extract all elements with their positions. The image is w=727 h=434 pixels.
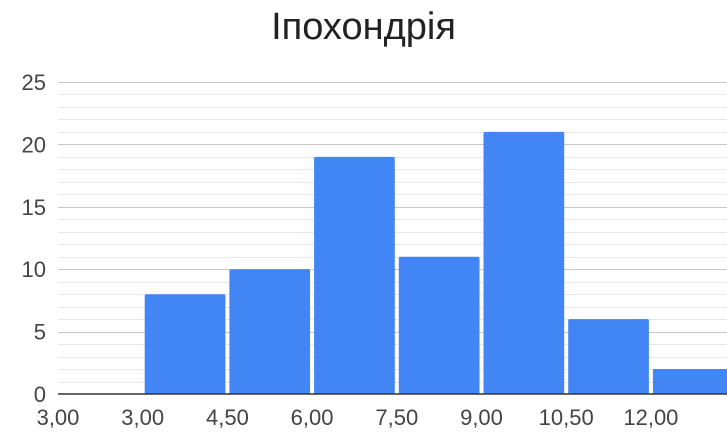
bar [483, 131, 565, 394]
x-tick-label: 3,00 [121, 405, 164, 430]
y-tick-label: 10 [22, 257, 46, 282]
chart-title: Іпохондрія [271, 6, 456, 48]
x-axis-labels: 3,00 3,00 4,50 6,00 7,50 9,00 10,50 12,00 [37, 405, 679, 430]
y-axis-labels: 0 5 10 15 20 25 [22, 70, 46, 407]
y-tick-label: 15 [22, 195, 46, 220]
x-tick-label: 4,50 [206, 405, 249, 430]
bar [314, 156, 395, 394]
x-tick-label: 10,50 [539, 405, 594, 430]
bar [229, 269, 311, 394]
y-tick-label: 5 [34, 320, 46, 345]
bars [144, 131, 727, 394]
bar [144, 294, 226, 394]
x-tick-label: 3,00 [37, 405, 80, 430]
x-tick-label: 7,50 [375, 405, 418, 430]
bar [652, 369, 727, 394]
x-tick-label: 6,00 [291, 405, 334, 430]
bar [568, 319, 649, 394]
y-tick-label: 0 [34, 382, 46, 407]
y-tick-label: 25 [22, 70, 46, 95]
x-tick-label: 12,00 [623, 405, 678, 430]
y-tick-label: 20 [22, 132, 46, 157]
bar [398, 256, 480, 394]
x-tick-label: 9,00 [460, 405, 503, 430]
